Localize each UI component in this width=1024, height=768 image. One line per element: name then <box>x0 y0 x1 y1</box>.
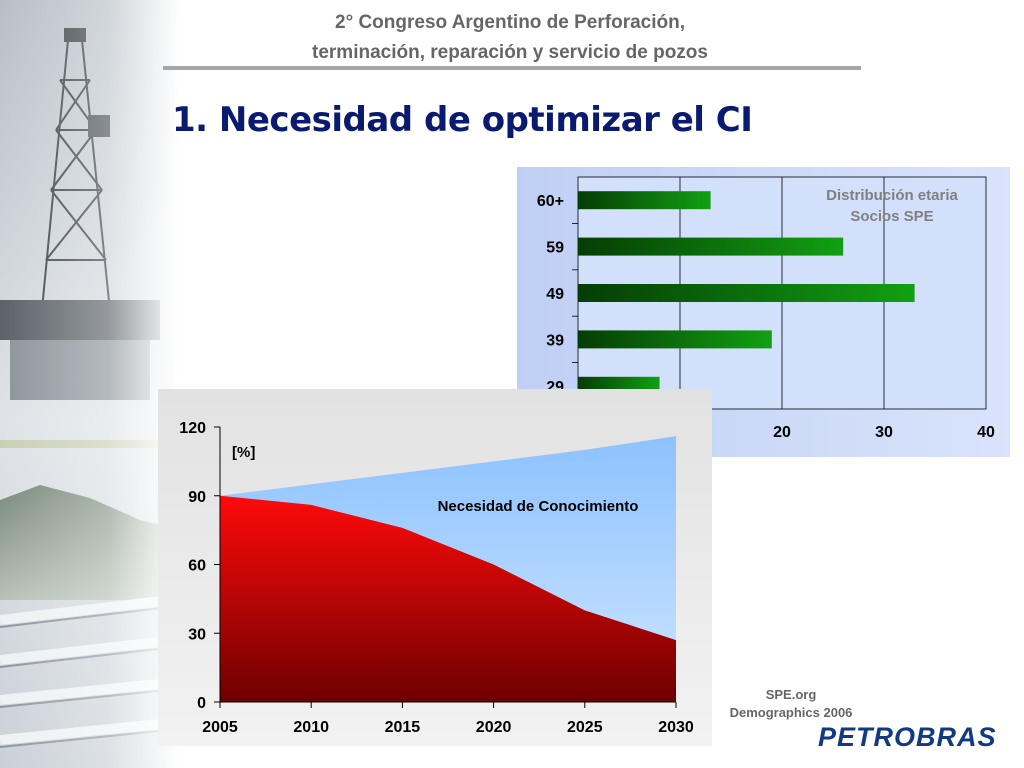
bar-category-label: 39 <box>546 332 564 349</box>
series-label-knowledge-need: Necesidad de Conocimiento <box>438 498 639 515</box>
bar-60+ <box>578 191 711 210</box>
conference-title-line-1: 2° Congreso Argentino de Perforación, <box>335 12 685 33</box>
bar-x-tick-label: 40 <box>977 424 995 441</box>
slide-title: 1. Necesidad de optimizar el CI <box>172 100 753 140</box>
bar-x-tick-label: 30 <box>875 424 893 441</box>
bar-x-tick-label: 20 <box>773 424 791 441</box>
knowledge-area-chart: 0 30 60 90 120 2005 2010 2015 2020 2025 2030 [%] N… <box>158 389 712 746</box>
source-line-2: Demographics 2006 <box>729 705 853 720</box>
header-divider <box>163 66 861 70</box>
area-y-tick-label: 90 <box>188 489 206 506</box>
area-y-tick-label: 120 <box>179 420 206 437</box>
source-note: SPE.org Demographics 2006 <box>712 686 870 722</box>
area-series-available <box>220 495 676 702</box>
bar-category-label: 49 <box>546 286 564 303</box>
area-y-tick-label: 0 <box>197 695 206 712</box>
bar-category-label: 59 <box>546 240 564 257</box>
y-axis-unit-label: [%] <box>232 444 255 461</box>
background-photo <box>0 0 180 768</box>
area-x-tick-label: 2010 <box>293 719 329 736</box>
bar-chart-title-line-1: Distribución etaria <box>826 187 958 204</box>
source-line-1: SPE.org <box>765 687 817 702</box>
bar-39 <box>578 330 772 349</box>
area-x-tick-label: 2020 <box>476 719 512 736</box>
bar-49 <box>578 284 915 302</box>
bar-59 <box>578 237 844 256</box>
bar-category-label: 60+ <box>537 193 564 210</box>
area-y-tick-label: 30 <box>188 626 206 643</box>
area-x-tick-label: 2015 <box>385 719 421 736</box>
area-x-tick-label: 2025 <box>567 719 603 736</box>
area-y-tick-label: 60 <box>188 558 206 575</box>
petrobras-logo: PETROBRAS <box>818 722 997 752</box>
area-x-tick-label: 2030 <box>658 719 694 736</box>
conference-title-line-2: terminación, reparación y servicio de po… <box>312 42 708 63</box>
bar-chart-title-line-2: Socios SPE <box>850 208 933 225</box>
area-x-tick-label: 2005 <box>202 719 238 736</box>
